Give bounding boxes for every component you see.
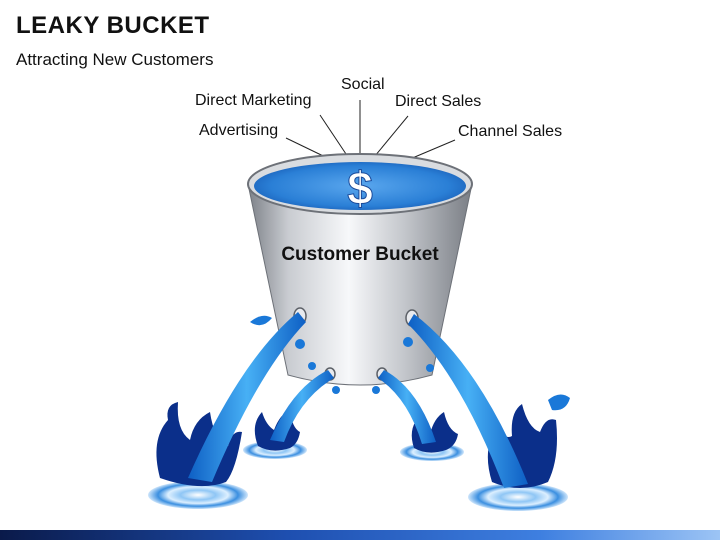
- droplet-3: [308, 362, 316, 370]
- dollar-icon: $: [347, 162, 373, 214]
- slide-subtitle: Attracting New Customers: [16, 50, 214, 69]
- water-droplets: [250, 315, 570, 411]
- slide-title: LEAKY BUCKET: [16, 12, 210, 39]
- channel-label-social: Social: [341, 76, 385, 93]
- water-streams: [188, 312, 528, 488]
- channel-label-advertising: Advertising: [199, 122, 279, 139]
- channel-label-direct-marketing: Direct Marketing: [195, 92, 312, 109]
- droplet-6: [403, 337, 413, 347]
- droplet-1: [250, 315, 272, 326]
- stream-far-right: [408, 314, 528, 488]
- droplet-5: [372, 386, 380, 394]
- stream-left: [270, 370, 334, 442]
- channel-label-channel-sales: Channel Sales: [458, 123, 563, 140]
- droplet-4: [332, 386, 340, 394]
- footer-accent-bar: [0, 530, 720, 540]
- stream-right: [378, 370, 436, 444]
- droplet-7: [426, 364, 434, 372]
- channel-label-direct-sales: Direct Sales: [395, 93, 482, 110]
- splash-far-left: [156, 402, 242, 487]
- pool-far-left: [148, 481, 248, 509]
- bucket-water: [254, 162, 466, 210]
- bucket-label: Customer Bucket: [281, 244, 439, 265]
- droplet-8: [548, 394, 570, 411]
- stream-far-left: [188, 312, 306, 482]
- droplet-2: [295, 339, 305, 349]
- bucket-body: [247, 183, 473, 386]
- pointer-direct-marketing: [319, 114, 351, 161]
- pool-far-right: [468, 483, 568, 511]
